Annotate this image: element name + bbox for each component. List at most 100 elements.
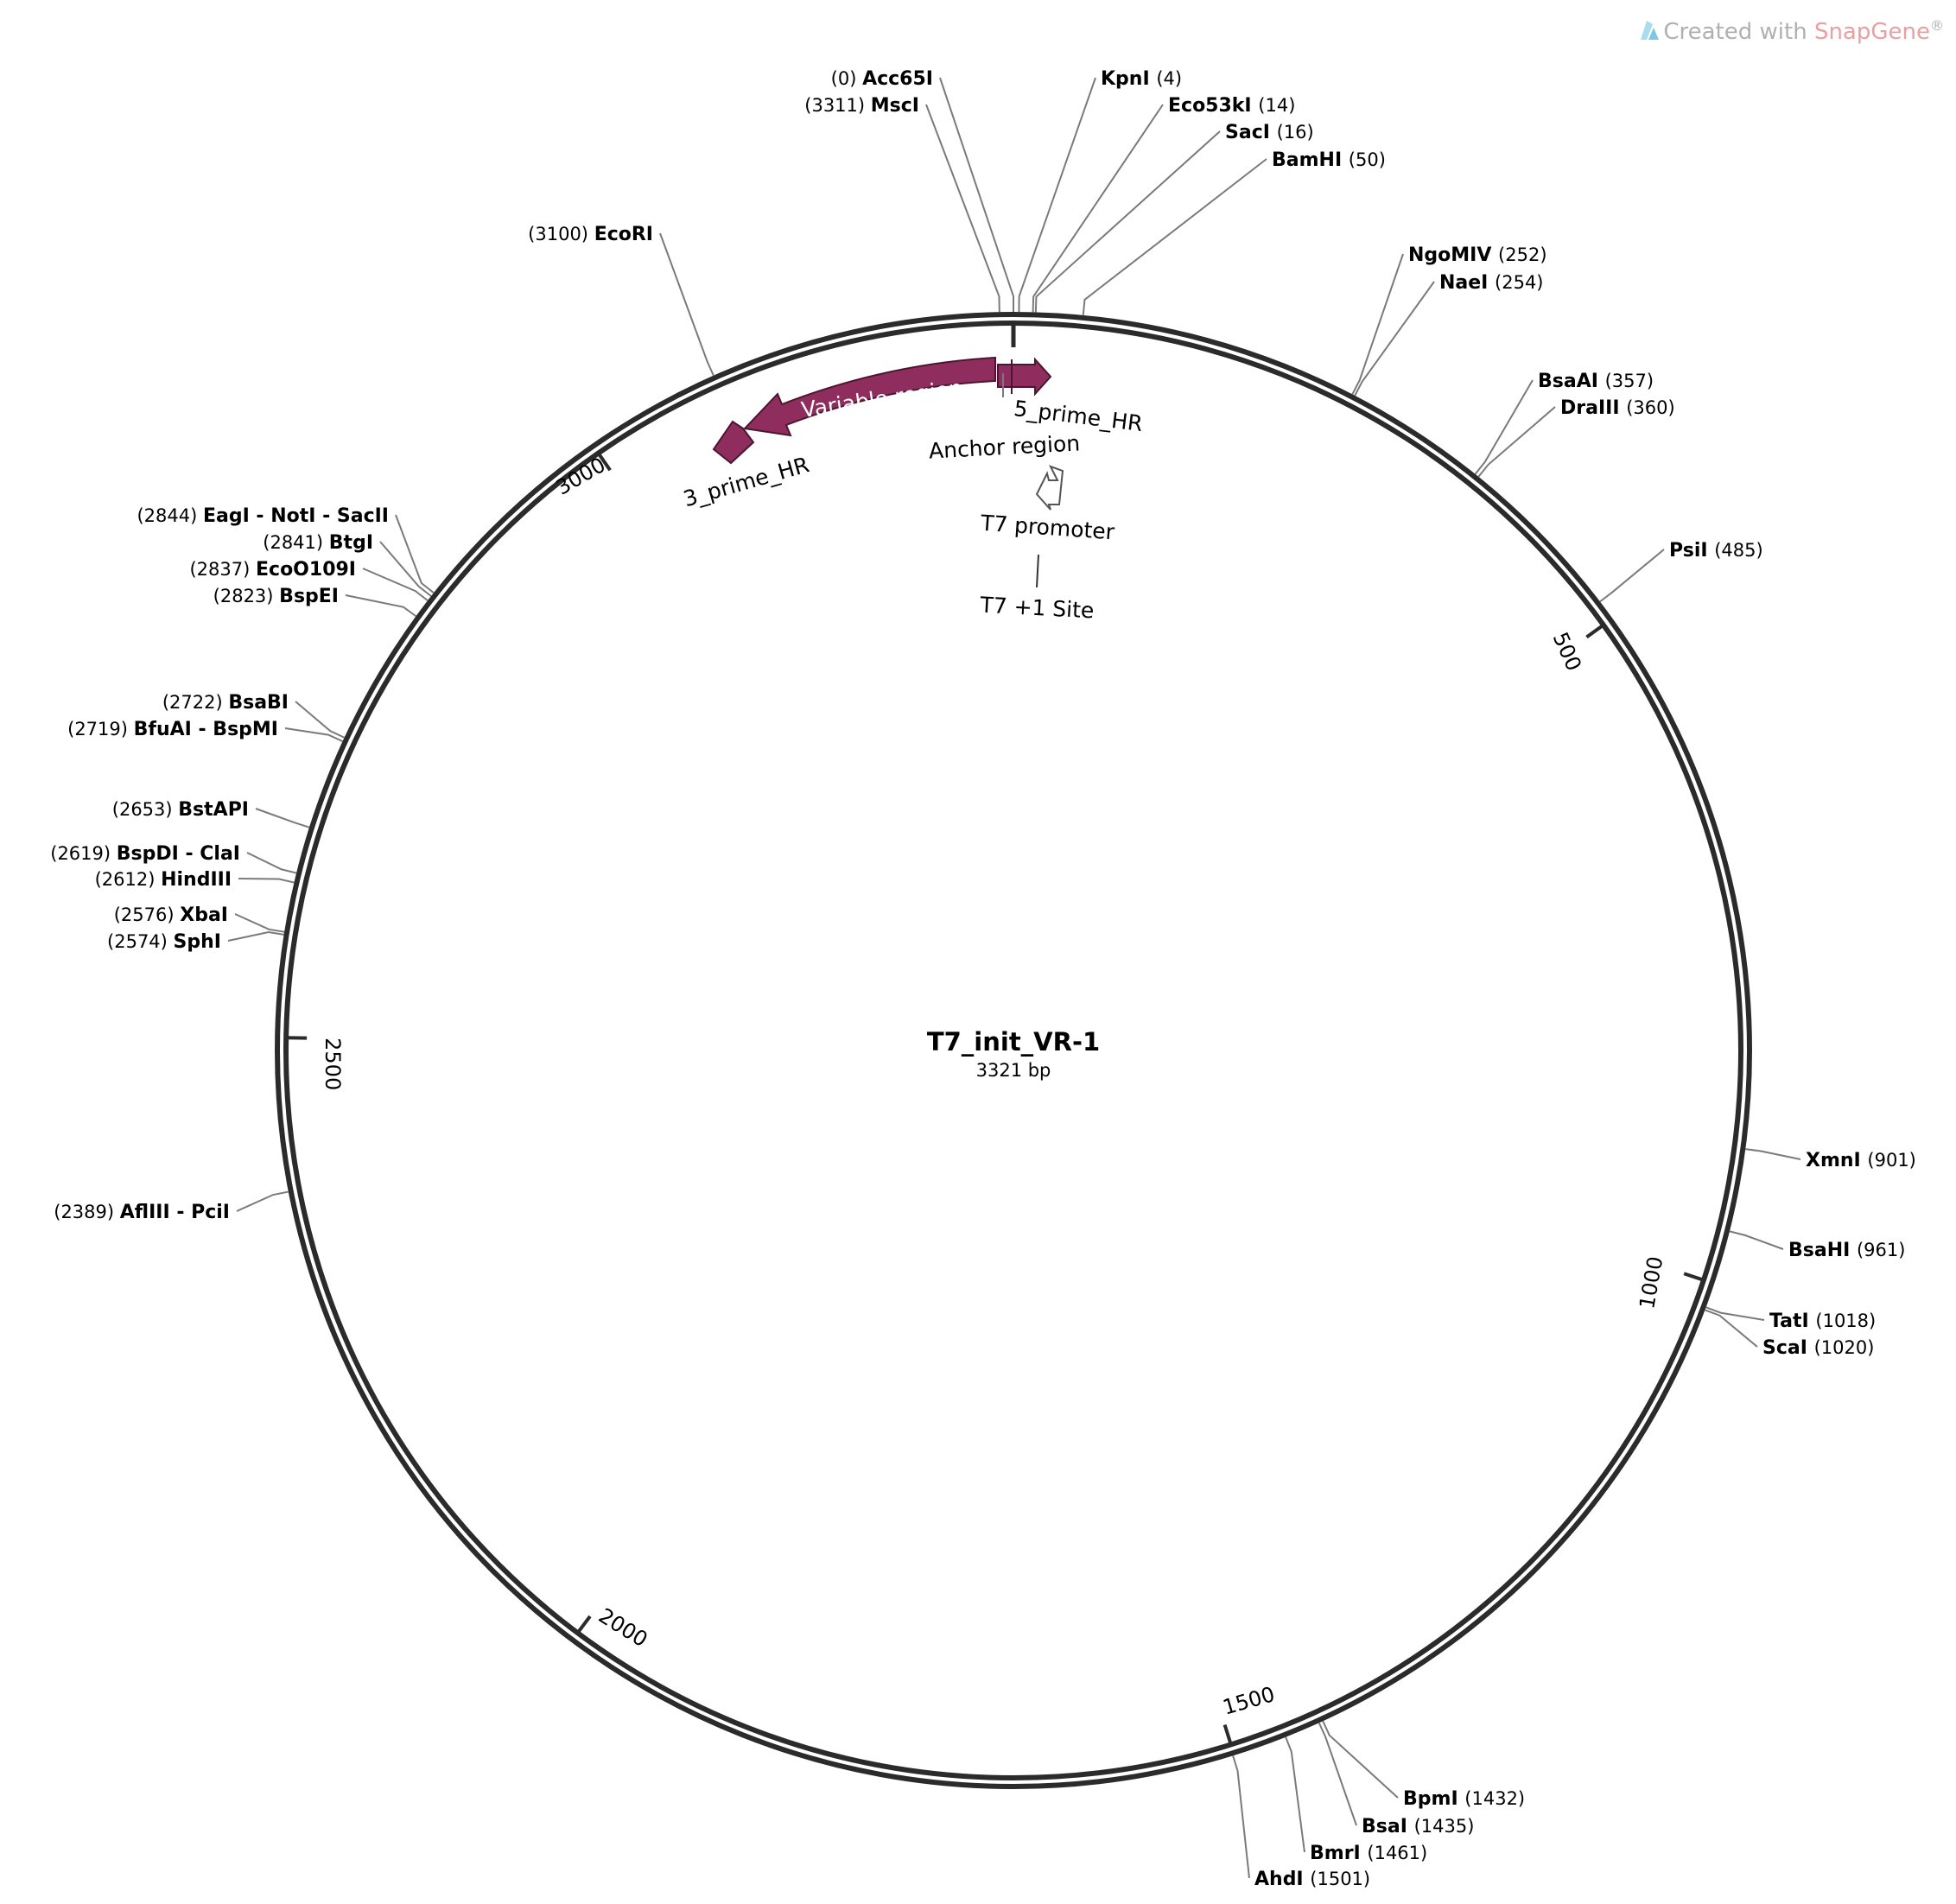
site-name: SacI bbox=[1225, 122, 1277, 143]
site-name: BtgI bbox=[329, 532, 373, 554]
site-name: XbaI bbox=[180, 904, 228, 926]
watermark-text: Created with SnapGene® bbox=[1663, 17, 1944, 45]
site-connector bbox=[1285, 1736, 1305, 1853]
site-position: (357) bbox=[1605, 371, 1654, 391]
site-position: (14) bbox=[1258, 95, 1295, 116]
site-label: (3311) MscI bbox=[804, 95, 919, 117]
site-label: (2722) BsaBI bbox=[162, 692, 289, 714]
site-position: (1432) bbox=[1464, 1788, 1525, 1809]
site-name: XmnI bbox=[1806, 1150, 1867, 1171]
tick-label: 2000 bbox=[594, 1603, 652, 1652]
site-position: (16) bbox=[1277, 122, 1314, 143]
site-position: (2719) bbox=[67, 719, 134, 739]
site-name: MscI bbox=[871, 95, 919, 117]
site-position: (2844) bbox=[137, 505, 203, 526]
site-name: EcoO109I bbox=[256, 559, 356, 581]
tick-label: 1500 bbox=[1220, 1682, 1277, 1720]
site-label: (2612) HindIII bbox=[95, 869, 232, 891]
site-connector bbox=[238, 878, 295, 884]
tick-label: 500 bbox=[1548, 629, 1586, 675]
site-connector bbox=[284, 727, 343, 743]
site-name: BsaBI bbox=[228, 692, 289, 714]
site-label: TatI (1018) bbox=[1769, 1311, 1876, 1332]
site-name: Eco53kI bbox=[1168, 95, 1258, 117]
site-position: (252) bbox=[1498, 244, 1546, 265]
site-name: BspEI bbox=[279, 586, 339, 607]
site-name: BspDI - ClaI bbox=[117, 843, 240, 865]
site-label: (2719) BfuAI - BspMI bbox=[67, 719, 278, 740]
site-label: (2837) EcoO109I bbox=[189, 559, 356, 581]
site-connectors bbox=[227, 77, 1801, 1879]
plasmid-name: T7_init_VR-1 bbox=[927, 1027, 1100, 1057]
site-position: (1501) bbox=[1310, 1869, 1370, 1889]
site-connector bbox=[255, 808, 310, 828]
tick-mark bbox=[1222, 1723, 1233, 1746]
plasmid-length: 3321 bp bbox=[976, 1060, 1051, 1081]
site-position: (1435) bbox=[1414, 1816, 1475, 1837]
site-label: NgoMIV (252) bbox=[1408, 244, 1547, 266]
site-name: BpmI bbox=[1403, 1788, 1464, 1810]
site-label: BsaI (1435) bbox=[1362, 1816, 1474, 1837]
site-name: PsiI bbox=[1669, 540, 1714, 562]
site-connector bbox=[1032, 104, 1164, 313]
site-label: BsaAI (357) bbox=[1538, 371, 1654, 392]
site-name: BfuAI - BspMI bbox=[134, 719, 278, 740]
site-label: (2823) BspEI bbox=[213, 586, 339, 607]
site-position: (0) bbox=[831, 68, 862, 89]
site-connector bbox=[246, 852, 297, 874]
site-name: NgoMIV bbox=[1408, 244, 1498, 266]
site-position: (1018) bbox=[1815, 1311, 1876, 1331]
site-label: (2844) EagI - NotI - SacII bbox=[137, 505, 389, 527]
site-connector bbox=[1232, 1755, 1250, 1879]
site-position: (50) bbox=[1349, 149, 1386, 170]
site-connector bbox=[1082, 158, 1267, 315]
site-position: (2574) bbox=[107, 931, 174, 952]
site-connector bbox=[1474, 379, 1534, 475]
site-connector bbox=[1729, 1230, 1784, 1250]
site-connector bbox=[1705, 1306, 1765, 1321]
site-labels: (0) Acc65I (3311) MscI KpnI (4) Eco53kI (14… bbox=[50, 68, 1916, 1890]
site-name: EcoRI bbox=[594, 224, 653, 245]
site-position: (2612) bbox=[95, 869, 162, 890]
site-position: (2653) bbox=[112, 799, 179, 820]
site-label: DraIII (360) bbox=[1560, 397, 1675, 419]
site-label: (0) Acc65I bbox=[831, 68, 933, 90]
site-name: BmrI bbox=[1310, 1843, 1367, 1864]
site-label: (2574) SphI bbox=[107, 931, 221, 953]
site-label: (2619) BspDI - ClaI bbox=[50, 843, 240, 865]
feature-anchor-region-label: Anchor region bbox=[928, 430, 1080, 463]
site-label: NaeI (254) bbox=[1439, 272, 1544, 294]
site-position: (3311) bbox=[804, 95, 871, 116]
site-name: ScaI bbox=[1762, 1337, 1814, 1359]
site-label: ScaI (1020) bbox=[1762, 1337, 1874, 1359]
site-connector bbox=[1599, 549, 1665, 603]
tick-mark bbox=[1585, 623, 1605, 639]
site-name: BstAPI bbox=[178, 799, 249, 821]
site-label: BamHI (50) bbox=[1272, 149, 1386, 171]
site-position: (2722) bbox=[162, 692, 229, 713]
tick-label: 2500 bbox=[321, 1038, 345, 1090]
site-name: BsaI bbox=[1362, 1816, 1414, 1837]
tick-mark bbox=[1683, 1272, 1705, 1282]
snapgene-logo-accent-icon bbox=[1648, 28, 1659, 40]
site-connector bbox=[1018, 77, 1096, 313]
feature-3-prime-hr-arrow bbox=[712, 420, 755, 465]
site-name: Acc65I bbox=[862, 68, 933, 90]
snapgene-watermark: Created with SnapGene® bbox=[1641, 17, 1944, 45]
site-label: SacI (16) bbox=[1225, 122, 1314, 143]
site-connector bbox=[1745, 1148, 1801, 1160]
site-position: (4) bbox=[1156, 68, 1182, 89]
feature-t7-promoter-label: T7 promoter bbox=[979, 511, 1115, 545]
site-label: XmnI (901) bbox=[1806, 1150, 1916, 1171]
site-connector bbox=[379, 541, 432, 597]
site-label: (2653) BstAPI bbox=[112, 799, 249, 821]
site-label: KpnI (4) bbox=[1101, 68, 1182, 90]
site-position: (3100) bbox=[528, 224, 594, 244]
site-label: (2841) BtgI bbox=[263, 532, 373, 554]
site-name: NaeI bbox=[1439, 272, 1495, 294]
site-connector bbox=[1322, 1720, 1399, 1799]
site-label: (2389) AflIII - PciI bbox=[54, 1202, 230, 1223]
site-position: (2837) bbox=[189, 559, 256, 580]
site-name: HindIII bbox=[161, 869, 232, 891]
